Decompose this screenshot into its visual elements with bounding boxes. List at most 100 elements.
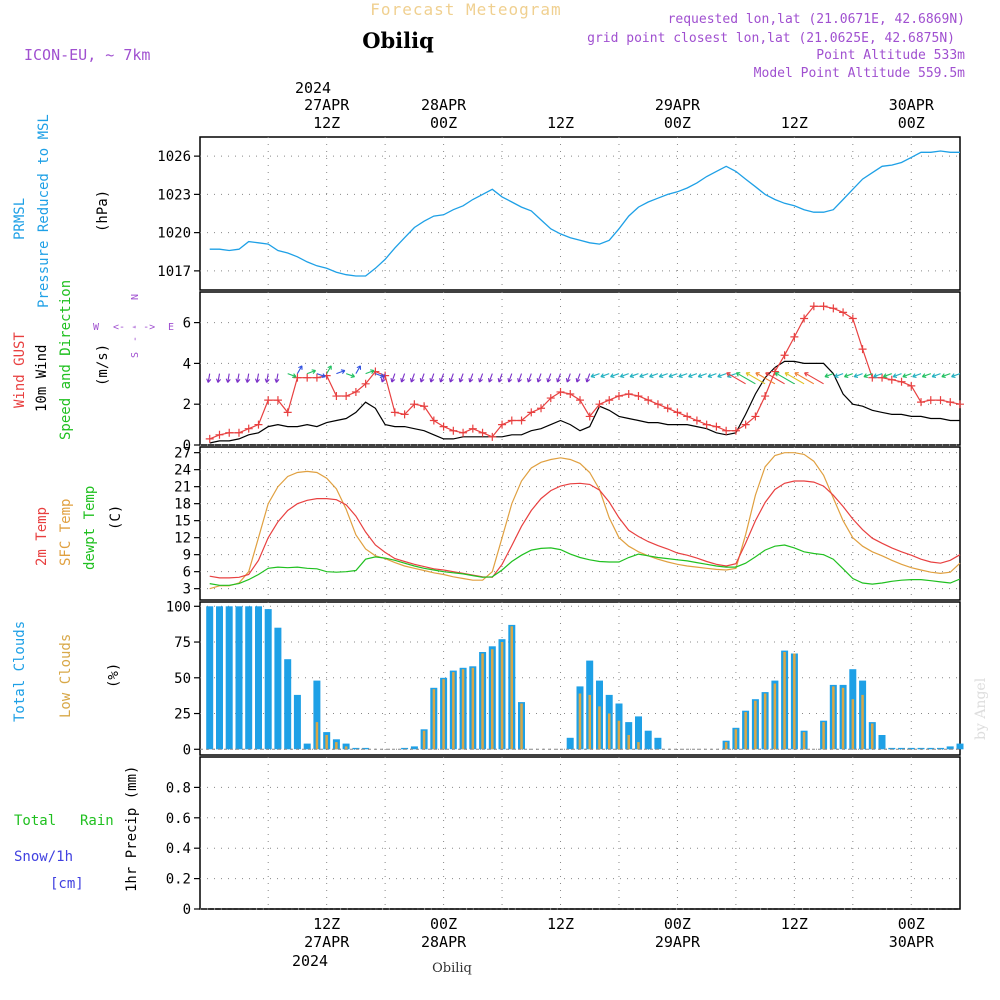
gust-marker	[585, 412, 594, 421]
total-cloud-bar	[225, 606, 233, 750]
ytick-label-temp: 6	[183, 565, 191, 581]
clouds-unit: (%)	[106, 663, 122, 688]
gust-marker	[917, 398, 926, 407]
panel-frames	[199, 136, 961, 910]
footer-location: Obiliq	[432, 961, 472, 976]
wind-arrow	[526, 373, 532, 383]
gust-marker	[410, 400, 419, 409]
low-cloud-bar	[871, 723, 874, 750]
gust-marker	[858, 345, 867, 354]
low-cloud-bar	[832, 686, 835, 750]
ytick-label-clouds: 50	[174, 671, 191, 687]
gust-marker	[254, 420, 263, 429]
gust-marker	[624, 390, 633, 398]
wind-arrow	[951, 373, 961, 378]
total-cloud-bar	[235, 606, 243, 750]
precip-rain-label: Rain	[80, 813, 114, 829]
wind-arrow	[206, 373, 212, 383]
total-cloud-bar	[274, 627, 282, 750]
total-cloud-bar	[216, 606, 223, 750]
total-cloud-bar	[946, 746, 954, 750]
gust-marker	[907, 381, 916, 390]
gust-marker	[527, 408, 536, 417]
top-hour-label: 00Z	[664, 114, 691, 132]
wind-arrow	[326, 365, 332, 374]
wind-arrow	[235, 373, 241, 383]
panel-frame-clouds	[199, 601, 961, 756]
total-cloud-bar	[937, 747, 944, 750]
gust-marker	[663, 404, 672, 413]
wind-arrow	[409, 373, 415, 383]
ytick-label-precip: 0	[183, 902, 191, 918]
gust-marker	[439, 422, 448, 431]
wind-arrow	[941, 373, 951, 378]
t2m-line	[209, 480, 961, 579]
gust-marker	[634, 392, 643, 401]
low-cloud-bar	[861, 694, 864, 750]
gust-marker	[926, 396, 935, 405]
wind-arrow	[380, 373, 386, 383]
gust-marker	[488, 432, 497, 441]
location-title: Obiliq	[362, 28, 434, 53]
low-cloud-bar	[315, 722, 319, 750]
gust-marker	[780, 351, 789, 360]
total-cloud-bar	[888, 747, 896, 750]
gust-marker	[293, 373, 302, 382]
low-cloud-bar	[481, 653, 484, 750]
ytick-label-wind: 2	[183, 397, 191, 413]
low-cloud-bar	[793, 653, 796, 750]
gust-marker	[946, 398, 955, 407]
wind-arrow	[834, 373, 844, 378]
wind-arrow	[287, 373, 297, 378]
wind-arrow	[649, 373, 659, 378]
gust-marker	[273, 396, 282, 405]
total-cloud-bar	[878, 735, 886, 750]
wind-arrow	[668, 373, 678, 378]
low-cloud-bar	[851, 699, 855, 750]
bottom-year-label: 2024	[292, 952, 328, 970]
total-cloud-bar	[566, 737, 574, 750]
top-hour-label: 00Z	[898, 114, 925, 132]
gust-marker	[556, 387, 565, 396]
gust-marker	[546, 394, 555, 403]
wind-arrow	[556, 373, 562, 383]
total-cloud-bar	[313, 680, 321, 750]
wind-arrow	[902, 373, 912, 378]
top-date-label: 29APR	[655, 96, 701, 114]
wind-arrow	[448, 373, 454, 383]
gust-marker	[361, 379, 370, 388]
low-cloud-bar	[773, 683, 777, 750]
low-cloud-bar	[471, 667, 475, 750]
wind-arrow	[658, 373, 668, 378]
wind-arrow	[468, 373, 474, 383]
precip-cm-label: [cm]	[50, 876, 84, 892]
low-cloud-bar	[335, 742, 338, 750]
wind-arrow	[873, 373, 883, 378]
wind-arrow	[497, 373, 503, 383]
ytick-label-temp: 27	[174, 446, 191, 462]
ytick-label-pressure: 1017	[157, 264, 191, 280]
low-cloud-bar	[608, 713, 611, 750]
gust-marker	[887, 375, 896, 384]
gridpoint-coords: grid point closest lon,lat (21.0625E, 42…	[587, 31, 955, 46]
low-cloud-bar	[734, 729, 738, 750]
low-cloud-bar	[520, 703, 523, 750]
total-cloud-bar	[255, 606, 262, 750]
gust-marker	[673, 408, 682, 417]
top-hour-label: 12Z	[781, 114, 808, 132]
bottom-hour-label: 12Z	[781, 915, 808, 933]
gust-marker	[819, 302, 828, 311]
panel-frame-wind	[199, 291, 961, 446]
gust-label: Wind GUST	[12, 332, 28, 408]
wind-arrow	[346, 373, 356, 378]
low-cloud-bar	[724, 742, 728, 750]
wind-arrow	[804, 372, 824, 385]
wind-arrow	[697, 373, 707, 378]
dew-label: dewpt Temp	[82, 486, 98, 570]
wind-arrow	[355, 365, 362, 374]
gust-marker	[342, 392, 351, 401]
ytick-label-wind: 0	[183, 438, 191, 454]
panel-frame-pressure	[199, 136, 961, 291]
wind-arrow	[745, 372, 766, 385]
